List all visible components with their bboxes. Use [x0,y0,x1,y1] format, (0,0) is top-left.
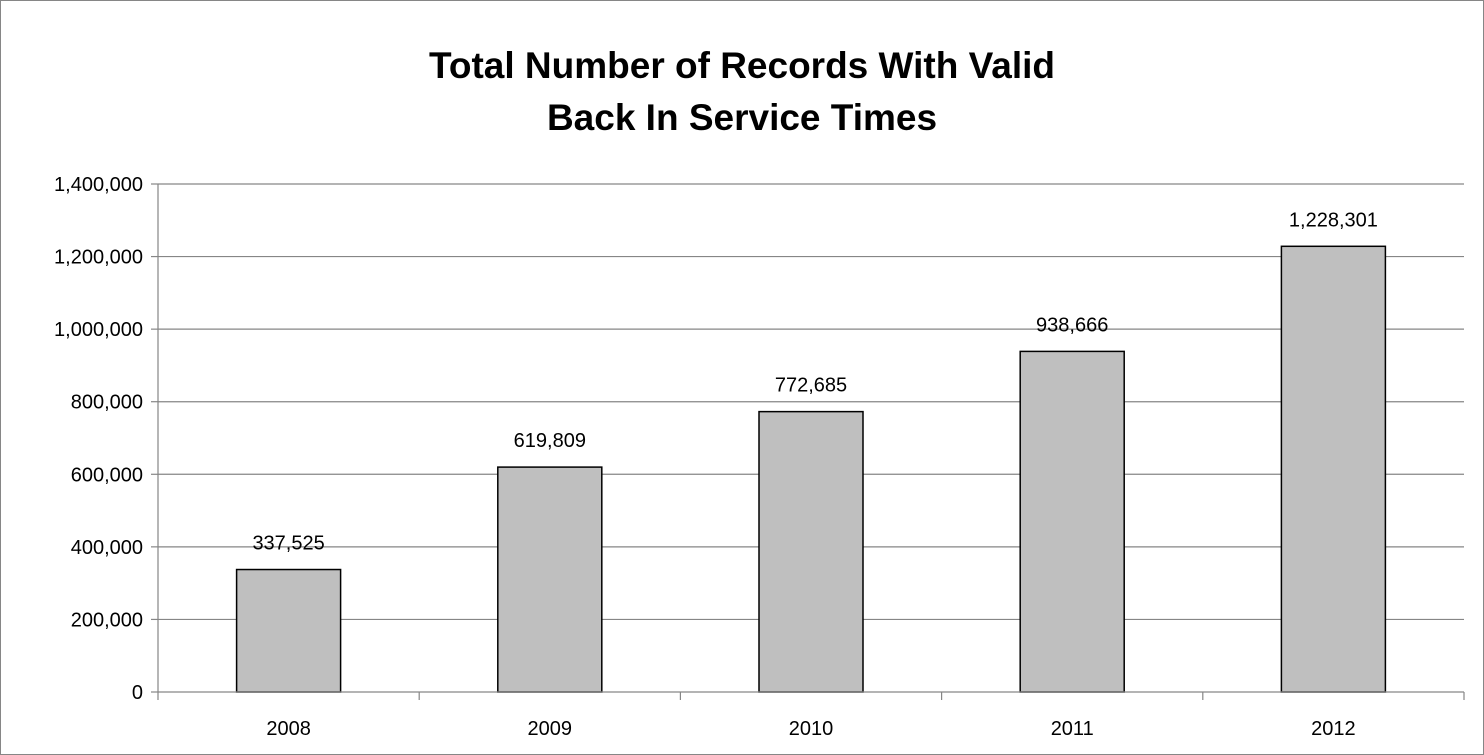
bar-2008 [235,568,342,693]
labels: 0 200,000 400,000 600,000 800,000 1,000,000 1,… [54,174,1378,740]
x-tick-label: 2008 [266,718,311,740]
data-label: 938,666 [1036,314,1108,336]
chart-title-line-1: Total Number of Records With Valid [429,45,1055,86]
y-tick-label: 800,000 [71,392,143,414]
data-label: 619,809 [514,430,586,452]
x-tick-label: 2011 [1051,718,1094,740]
bars [235,245,1387,693]
bar-2009 [497,466,603,693]
x-tick-label: 2010 [789,718,834,740]
x-tick-label: 2009 [528,718,573,740]
y-tick-label: 0 [132,682,143,704]
y-tick-label: 400,000 [71,537,143,559]
chart-title-line-2: Back In Service Times [546,97,938,138]
x-tick-label: 2012 [1311,718,1356,740]
bar-2012 [1280,245,1387,693]
data-label: 337,525 [252,533,324,555]
y-tick-label: 600,000 [71,464,143,486]
bar-2010 [758,410,864,693]
y-tick-label: 1,000,000 [54,319,143,341]
bar-2011 [1019,350,1125,693]
chart-title: Total Number of Records With Valid Back … [0,40,1484,144]
y-tick-label: 200,000 [71,609,143,631]
data-label: 772,685 [775,375,847,397]
axes [151,183,1465,700]
y-tick-label: 1,200,000 [54,247,143,269]
data-label: 1,228,301 [1289,209,1378,231]
y-tick-label: 1,400,000 [54,174,143,196]
